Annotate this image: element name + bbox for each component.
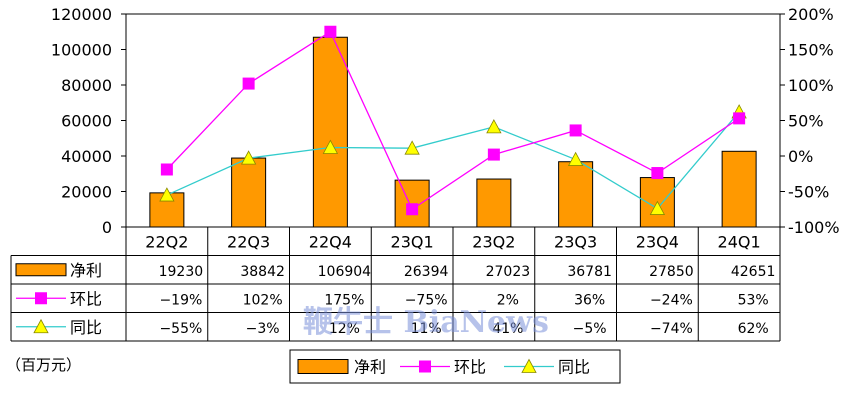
table-cell: 36781	[567, 264, 612, 280]
plot-area	[125, 13, 781, 228]
table-cell: 53%	[738, 292, 769, 308]
y-right-tick-label: 200%	[788, 5, 834, 24]
y-left-tick-label: 120000	[51, 5, 112, 24]
x-tick-label: 22Q3	[227, 232, 270, 251]
unit-label: （百万元）	[6, 356, 81, 374]
legend-label: 同比	[558, 358, 590, 377]
legend-key	[15, 263, 67, 277]
point-marker	[324, 25, 337, 38]
table-cell: −75%	[405, 292, 448, 308]
table-cell: 36%	[574, 292, 605, 308]
y-left-tick-label: 20000	[61, 183, 112, 202]
row-header: 同比	[70, 318, 102, 337]
x-tick-label: 24Q1	[718, 232, 761, 251]
bar	[312, 36, 348, 228]
legend-key	[419, 360, 431, 373]
table-cell: 11%	[411, 321, 442, 337]
bar	[231, 157, 267, 228]
point-marker	[406, 203, 419, 216]
bar	[476, 178, 512, 228]
y-left-tick-label: 0	[102, 218, 112, 237]
y-right-tick-label: -100%	[788, 218, 840, 237]
y-right-tick-label: 0%	[788, 147, 813, 166]
table-cell: −24%	[650, 292, 693, 308]
y-left-tick-label: 60000	[61, 112, 112, 131]
point-marker	[240, 150, 257, 165]
legend-label: 净利	[354, 358, 386, 377]
table-cell: 26394	[404, 264, 449, 280]
point-marker	[487, 148, 500, 161]
row-header: 环比	[70, 289, 102, 308]
row-header: 净利	[70, 261, 102, 280]
point-marker	[160, 163, 173, 176]
table-cell: 62%	[738, 321, 769, 337]
bar	[558, 161, 594, 228]
table-cell: 19230	[159, 264, 204, 280]
table-cell: −5%	[573, 321, 607, 337]
y-right-tick-label: -50%	[788, 183, 829, 202]
point-marker	[404, 140, 420, 155]
table-cell: 42651	[731, 264, 776, 280]
table-cell: 12%	[329, 321, 360, 337]
point-marker	[733, 112, 746, 125]
table-cell: 175%	[324, 292, 364, 308]
point-marker	[486, 119, 502, 134]
x-tick-label: 22Q2	[145, 232, 188, 251]
y-right-tick-label: 150%	[788, 41, 834, 60]
table-cell: −3%	[246, 321, 280, 337]
legend-key	[35, 292, 47, 305]
x-tick-label: 23Q4	[636, 232, 679, 251]
line-series	[159, 25, 747, 216]
x-tick-label: 23Q1	[391, 232, 434, 251]
point-marker	[159, 187, 175, 202]
x-tick-label: 23Q3	[554, 232, 597, 251]
point-marker	[649, 200, 666, 215]
point-marker	[651, 167, 664, 180]
series-line	[166, 111, 740, 210]
x-tick-label: 22Q4	[309, 232, 352, 251]
table-cell: 27850	[649, 264, 694, 280]
y-right-tick-label: 100%	[788, 76, 834, 95]
point-marker	[322, 139, 339, 154]
table-cell: 27023	[486, 264, 531, 280]
y-left-tick-label: 80000	[61, 76, 112, 95]
point-marker	[569, 124, 582, 137]
bar	[721, 150, 757, 228]
y-left-tick-label: 40000	[61, 147, 112, 166]
table-cell: −74%	[650, 321, 693, 337]
x-tick-label: 23Q2	[472, 232, 515, 251]
table-cell: 106904	[318, 264, 372, 280]
point-marker	[567, 151, 584, 166]
watermark: 鞭牛士 BiaNews	[303, 305, 549, 340]
y-left-tick-label: 100000	[51, 41, 112, 60]
point-marker	[242, 77, 255, 90]
y-right-tick-label: 50%	[788, 112, 824, 131]
table-cell: 2%	[497, 292, 519, 308]
legend-key	[33, 318, 49, 334]
table-cell: −55%	[159, 321, 202, 337]
table-cell: 38842	[240, 264, 285, 280]
series-line	[166, 30, 740, 211]
table-cell: 102%	[243, 292, 283, 308]
legend-key	[297, 359, 349, 374]
legend: 净利 环比 同比	[289, 349, 621, 384]
legend-key	[521, 358, 537, 373]
table-cell: −19%	[159, 292, 202, 308]
legend-label: 环比	[454, 358, 486, 377]
plot-frame	[125, 13, 781, 228]
table-cell: 41%	[492, 321, 523, 337]
axes: 0 20000 40000 60000 80000 100000 120000 -100% -5…	[51, 5, 840, 237]
